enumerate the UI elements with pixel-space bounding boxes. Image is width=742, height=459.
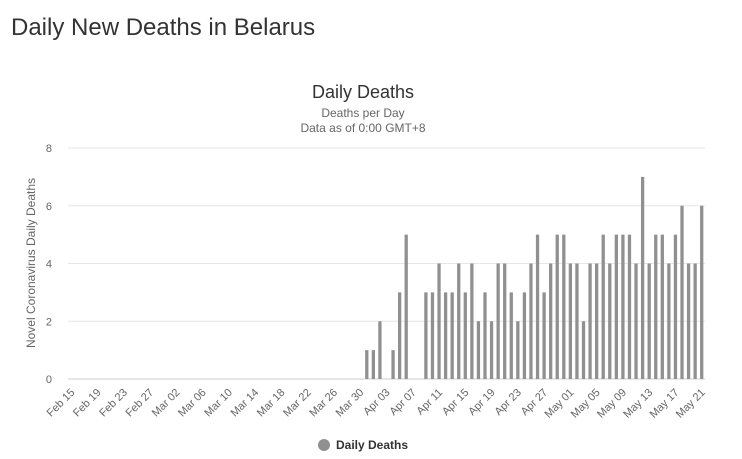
page-title: Daily New Deaths in Belarus (11, 14, 316, 41)
bar-apr-18[interactable] (483, 292, 487, 380)
bar-apr-15[interactable] (463, 292, 467, 380)
bar-may-01[interactable] (568, 263, 573, 380)
bar-apr-25[interactable] (529, 263, 533, 380)
bar-may-20[interactable] (693, 263, 697, 380)
bar-apr-01[interactable] (371, 350, 375, 380)
x-tick-label: Mar 26 (307, 387, 340, 420)
bar-apr-12[interactable] (443, 292, 448, 380)
bar-apr-14[interactable] (457, 263, 461, 380)
bar-may-10[interactable] (627, 234, 632, 380)
bar-apr-13[interactable] (450, 292, 454, 380)
x-tick-label: Apr 19 (466, 387, 497, 418)
chart-title: Daily Deaths (312, 82, 414, 102)
bar-apr-02[interactable] (378, 321, 382, 379)
bar-may-03[interactable] (581, 321, 586, 379)
x-tick-label: Apr 11 (414, 387, 445, 418)
bar-apr-10[interactable] (430, 292, 435, 380)
bar-may-05[interactable] (595, 263, 599, 380)
x-tick-label: Mar 30 (334, 387, 367, 420)
bar-may-13[interactable] (647, 263, 651, 380)
bar-may-06[interactable] (601, 234, 605, 380)
x-tick-label: Mar 02 (150, 387, 183, 420)
x-tick-label: Apr 07 (387, 387, 418, 418)
x-tick-label: May 21 (674, 387, 708, 421)
x-tick-label: Feb 23 (97, 387, 130, 420)
bar-may-11[interactable] (634, 263, 638, 380)
bar-apr-26[interactable] (535, 234, 540, 380)
chart-subtitle-date: Data as of 0:00 GMT+8 (300, 121, 425, 135)
y-tick-label: 6 (46, 201, 52, 213)
bar-apr-16[interactable] (470, 263, 474, 380)
bar-may-12[interactable] (640, 176, 645, 380)
bar-may-17[interactable] (673, 234, 678, 380)
y-tick-label: 2 (46, 316, 52, 328)
x-tick-label: Mar 22 (281, 387, 314, 420)
bar-apr-20[interactable] (496, 263, 500, 380)
bar-apr-05[interactable] (397, 292, 402, 380)
legend[interactable]: Daily Deaths (318, 438, 408, 452)
bar-may-16[interactable] (667, 263, 671, 380)
x-tick-label: Apr 15 (440, 387, 471, 418)
bar-apr-24[interactable] (522, 292, 527, 380)
bar-apr-27[interactable] (542, 292, 546, 380)
bar-apr-23[interactable] (516, 321, 520, 379)
bar-apr-19[interactable] (489, 321, 494, 379)
bar-apr-21[interactable] (503, 263, 507, 380)
chart-subtitle: Deaths per Day (321, 106, 404, 120)
x-tick-label: Feb 27 (124, 387, 157, 420)
y-tick-label: 4 (46, 259, 52, 271)
x-tick-label: Apr 23 (493, 387, 524, 418)
x-tick-label: Mar 18 (255, 387, 288, 420)
x-tick-label: Apr 03 (361, 387, 392, 418)
bar-apr-29[interactable] (555, 234, 559, 380)
x-tick-label: Feb 19 (71, 387, 104, 420)
bar-may-09[interactable] (621, 234, 625, 380)
y-tick-label: 0 (46, 374, 52, 386)
bar-may-19[interactable] (686, 263, 691, 380)
bar-may-21[interactable] (700, 205, 704, 379)
bar-may-14[interactable] (654, 234, 658, 380)
bar-may-18[interactable] (680, 205, 684, 379)
bar-may-08[interactable] (614, 234, 618, 380)
bar-may-02[interactable] (575, 263, 579, 380)
bar-apr-22[interactable] (509, 292, 513, 380)
bar-may-04[interactable] (588, 263, 592, 380)
bar-apr-17[interactable] (476, 321, 481, 379)
bar-mar-31[interactable] (365, 350, 369, 380)
y-tick-label: 8 (46, 143, 52, 155)
bar-apr-28[interactable] (549, 263, 553, 380)
y-axis-label: Novel Coronavirus Daily Deaths (24, 178, 38, 348)
bar-apr-11[interactable] (437, 263, 441, 380)
bar-apr-30[interactable] (562, 234, 566, 380)
legend-label: Daily Deaths (336, 438, 409, 452)
x-tick-label: Mar 10 (202, 387, 235, 420)
x-tick-label: Mar 06 (176, 387, 209, 420)
bar-may-07[interactable] (608, 263, 612, 380)
x-tick-label: Feb 15 (45, 387, 78, 420)
legend-marker (318, 439, 330, 451)
bar-apr-06[interactable] (404, 234, 408, 380)
bar-apr-09[interactable] (424, 292, 428, 380)
x-tick-label: Mar 14 (229, 387, 262, 420)
bar-may-15[interactable] (660, 234, 664, 380)
bar-apr-04[interactable] (391, 350, 395, 380)
